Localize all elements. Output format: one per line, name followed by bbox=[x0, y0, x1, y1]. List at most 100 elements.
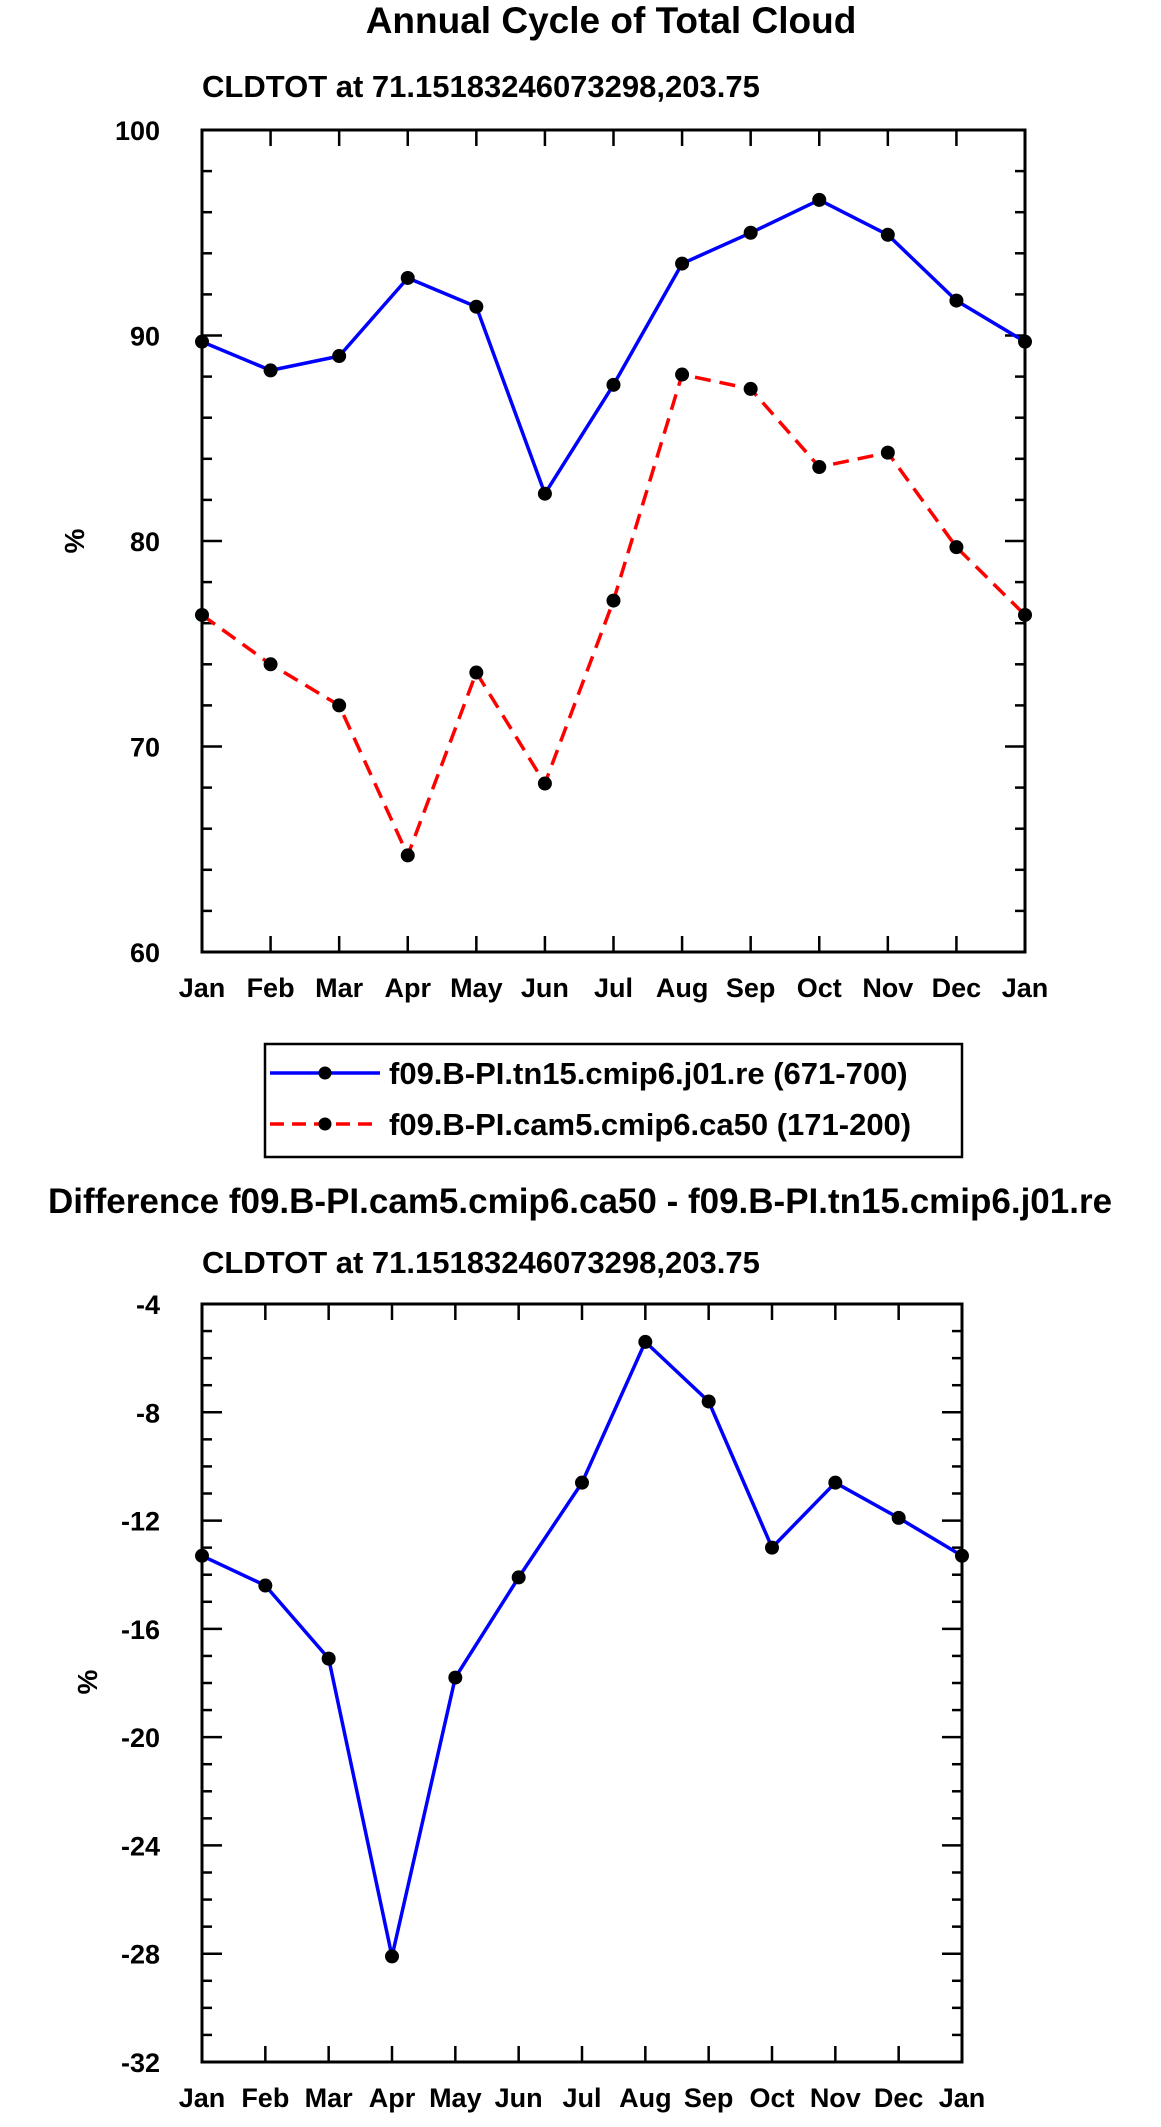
top-series-1-point bbox=[675, 256, 690, 271]
legend: f09.B-PI.tn15.cmip6.j01.re (671-700) f09… bbox=[263, 1042, 964, 1159]
top-series-1-point bbox=[263, 363, 278, 378]
top-series-2-point bbox=[537, 776, 552, 791]
top-series-group bbox=[195, 192, 1032, 863]
bottom-series-1-point bbox=[258, 1578, 273, 1593]
top-x-tick-label: Aug bbox=[656, 973, 708, 1003]
legend-marker-series-2 bbox=[318, 1117, 332, 1131]
bottom-series-1-point bbox=[638, 1334, 653, 1349]
legend-label-series-2: f09.B-PI.cam5.cmip6.ca50 (171-200) bbox=[389, 1107, 911, 1142]
top-series-1-point bbox=[537, 486, 552, 501]
bottom-x-tick-label: Jan bbox=[179, 2083, 226, 2113]
bottom-x-tick-label: May bbox=[429, 2083, 482, 2113]
bottom-x-tick-label: Apr bbox=[369, 2083, 416, 2113]
bottom-x-tick-label: Jul bbox=[562, 2083, 601, 2113]
top-series-2-point bbox=[332, 698, 347, 713]
top-series-1-point bbox=[949, 293, 964, 308]
bottom-plot-area bbox=[200, 1302, 964, 2064]
top-y-axis-label: % bbox=[59, 528, 90, 553]
top-series-2-point bbox=[949, 540, 964, 555]
top-x-tick-label: Jun bbox=[521, 973, 569, 1003]
top-x-tick-label: Nov bbox=[862, 973, 913, 1003]
top-series-1-point bbox=[195, 334, 209, 349]
top-series-2-point bbox=[469, 665, 484, 680]
top-series-1-point bbox=[880, 227, 895, 242]
top-axis-ticks: Jan Feb Mar Apr May Jun Jul Aug Sep Oct Nov Dec Jan 6… bbox=[115, 116, 1048, 1003]
top-series-2-point bbox=[743, 381, 758, 396]
top-x-tick-label: May bbox=[450, 973, 503, 1003]
legend-marker-series-1 bbox=[318, 1066, 332, 1080]
bottom-series-1-point bbox=[891, 1510, 906, 1525]
bottom-series-1-point bbox=[321, 1651, 336, 1666]
bottom-plot-frame bbox=[200, 1302, 964, 2064]
bottom-y-tick-label: -8 bbox=[136, 1398, 160, 1428]
legend-label-series-1: f09.B-PI.tn15.cmip6.j01.re (671-700) bbox=[389, 1056, 908, 1091]
bottom-chart-subtitle: CLDTOT at 71.15183246073298,203.75 bbox=[202, 1245, 760, 1280]
bottom-series-1-line bbox=[201, 1340, 963, 1959]
bottom-y-tick-label: -16 bbox=[121, 1615, 160, 1645]
top-plot-area bbox=[200, 128, 1027, 954]
top-x-tick-label: Jan bbox=[1002, 973, 1049, 1003]
top-x-tick-label: Sep bbox=[726, 973, 776, 1003]
bottom-x-tick-label: Oct bbox=[749, 2083, 794, 2113]
bottom-series-1-point bbox=[575, 1475, 589, 1490]
top-series-1-point bbox=[812, 192, 827, 207]
top-x-tick-label: Mar bbox=[315, 973, 364, 1003]
bottom-y-axis-label: % bbox=[72, 1669, 103, 1694]
top-series-2-point bbox=[880, 445, 895, 460]
bottom-chart-title: Difference f09.B-PI.cam5.cmip6.ca50 - f0… bbox=[48, 1182, 1112, 1221]
bottom-series-1-point bbox=[828, 1475, 843, 1490]
top-x-tick-label: Jan bbox=[179, 973, 226, 1003]
top-series-2-line bbox=[200, 372, 1027, 858]
bottom-x-tick-label: Sep bbox=[684, 2083, 734, 2113]
bottom-x-tick-label: Mar bbox=[305, 2083, 354, 2113]
top-series-2-point bbox=[263, 657, 278, 672]
top-chart-title: Annual Cycle of Total Cloud bbox=[366, 0, 857, 41]
bottom-y-tick-label: -4 bbox=[136, 1290, 160, 1320]
top-chart-subtitle: CLDTOT at 71.15183246073298,203.75 bbox=[202, 69, 760, 104]
top-series-2-point bbox=[675, 367, 690, 382]
top-series-2-point bbox=[1018, 607, 1032, 622]
top-series-1-point bbox=[469, 299, 484, 314]
top-series-1-point bbox=[332, 349, 347, 364]
top-y-tick-label: 100 bbox=[115, 116, 160, 146]
bottom-series-1-point bbox=[385, 1949, 399, 1964]
bottom-x-tick-label: Dec bbox=[874, 2083, 924, 2113]
top-x-tick-label: Feb bbox=[247, 973, 295, 1003]
top-series-1-point bbox=[606, 377, 621, 392]
bottom-axis-ticks: Jan Feb Mar Apr May Jun Jul Aug Sep Oct Nov Dec Jan -… bbox=[121, 1290, 985, 2113]
top-series-1-point bbox=[743, 225, 758, 240]
top-series-1-line bbox=[201, 198, 1026, 496]
bottom-x-tick-label: Feb bbox=[241, 2083, 289, 2113]
bottom-y-tick-label: -28 bbox=[121, 1940, 160, 1970]
legend-box bbox=[263, 1042, 964, 1159]
bottom-y-tick-label: -12 bbox=[121, 1507, 160, 1537]
bottom-series-1-point bbox=[195, 1548, 209, 1563]
top-y-tick-label: 90 bbox=[130, 322, 160, 352]
bottom-y-tick-label: -20 bbox=[121, 1723, 160, 1753]
top-x-tick-label: Dec bbox=[932, 973, 982, 1003]
top-series-2-point bbox=[400, 848, 415, 863]
bottom-x-tick-label: Aug bbox=[619, 2083, 671, 2113]
bottom-series-1-point bbox=[448, 1670, 463, 1685]
top-y-tick-label: 60 bbox=[130, 938, 160, 968]
top-x-tick-label: Oct bbox=[797, 973, 842, 1003]
bottom-x-tick-label: Nov bbox=[810, 2083, 861, 2113]
bottom-y-tick-label: -24 bbox=[121, 1831, 160, 1861]
top-series-2-point bbox=[812, 460, 827, 475]
top-series-1-point bbox=[400, 270, 415, 285]
bottom-series-1-point bbox=[955, 1548, 969, 1563]
bottom-series-1-point bbox=[701, 1394, 716, 1409]
bottom-x-tick-label: Jun bbox=[495, 2083, 543, 2113]
top-series-2-point bbox=[606, 593, 621, 608]
top-series-2-point bbox=[195, 607, 209, 622]
top-y-tick-label: 80 bbox=[130, 527, 160, 557]
top-x-tick-label: Jul bbox=[594, 973, 633, 1003]
top-y-tick-label: 70 bbox=[130, 733, 160, 763]
bottom-x-tick-label: Jan bbox=[939, 2083, 986, 2113]
top-x-tick-label: Apr bbox=[385, 973, 432, 1003]
top-plot-frame bbox=[200, 128, 1027, 954]
top-series-1-point bbox=[1018, 334, 1032, 349]
bottom-series-1-point bbox=[511, 1570, 526, 1585]
bottom-series-group bbox=[195, 1334, 969, 1964]
